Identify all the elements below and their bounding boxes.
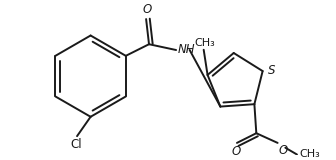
Text: S: S (267, 64, 275, 77)
Text: NH: NH (178, 43, 196, 56)
Text: Cl: Cl (70, 138, 82, 151)
Text: O: O (232, 145, 241, 158)
Text: CH₃: CH₃ (194, 38, 215, 48)
Text: CH₃: CH₃ (299, 149, 320, 160)
Text: O: O (279, 144, 288, 157)
Text: O: O (142, 3, 152, 16)
